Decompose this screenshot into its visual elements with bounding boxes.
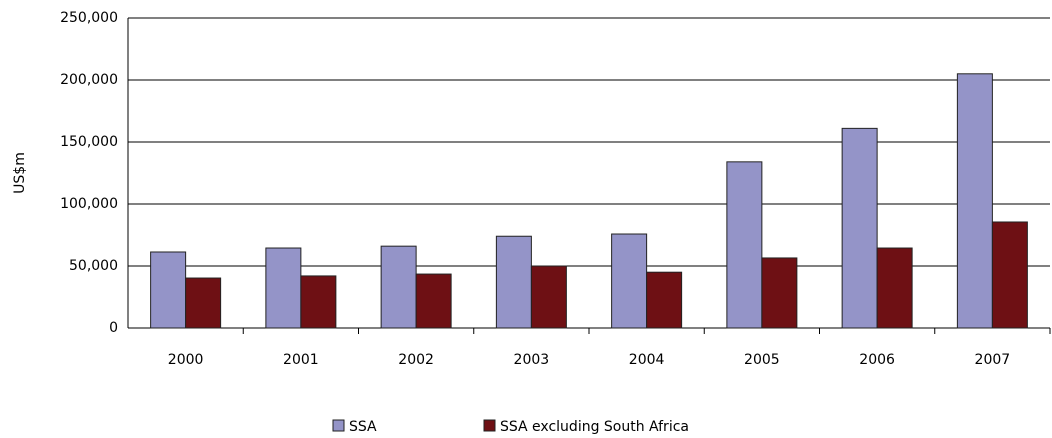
bar — [956, 73, 993, 329]
y-tick-label: 100,000 — [60, 196, 118, 212]
y-tick-label: 50,000 — [69, 258, 118, 274]
y-tick-label: 150,000 — [60, 134, 118, 150]
bar — [415, 273, 452, 329]
bar — [611, 233, 648, 329]
y-tick-label: 0 — [109, 320, 118, 336]
bar — [991, 221, 1028, 329]
x-tick-label: 2006 — [859, 352, 895, 368]
legend-swatch — [483, 419, 496, 432]
x-tick-label: 2001 — [283, 352, 319, 368]
bar — [646, 271, 683, 329]
bar — [495, 235, 532, 329]
legend-label: SSA — [349, 419, 377, 435]
bar — [841, 127, 878, 329]
legend-swatch — [332, 419, 345, 432]
bar — [761, 257, 798, 329]
x-tick-label: 2002 — [398, 352, 434, 368]
y-axis-label: US$m — [12, 152, 28, 194]
bar — [185, 277, 222, 329]
x-tick-label: 2007 — [975, 352, 1011, 368]
bar — [380, 245, 417, 329]
bar — [726, 161, 763, 329]
y-tick-label: 250,000 — [60, 10, 118, 26]
legend-label: SSA excluding South Africa — [500, 419, 689, 435]
x-tick-label: 2000 — [168, 352, 204, 368]
x-tick-label: 2003 — [514, 352, 550, 368]
bar — [530, 265, 567, 329]
y-tick-label: 200,000 — [60, 72, 118, 88]
x-tick-label: 2005 — [744, 352, 780, 368]
bar — [300, 275, 337, 329]
bar — [876, 247, 913, 329]
bar — [265, 247, 302, 329]
x-tick-label: 2004 — [629, 352, 665, 368]
bar — [150, 251, 187, 329]
